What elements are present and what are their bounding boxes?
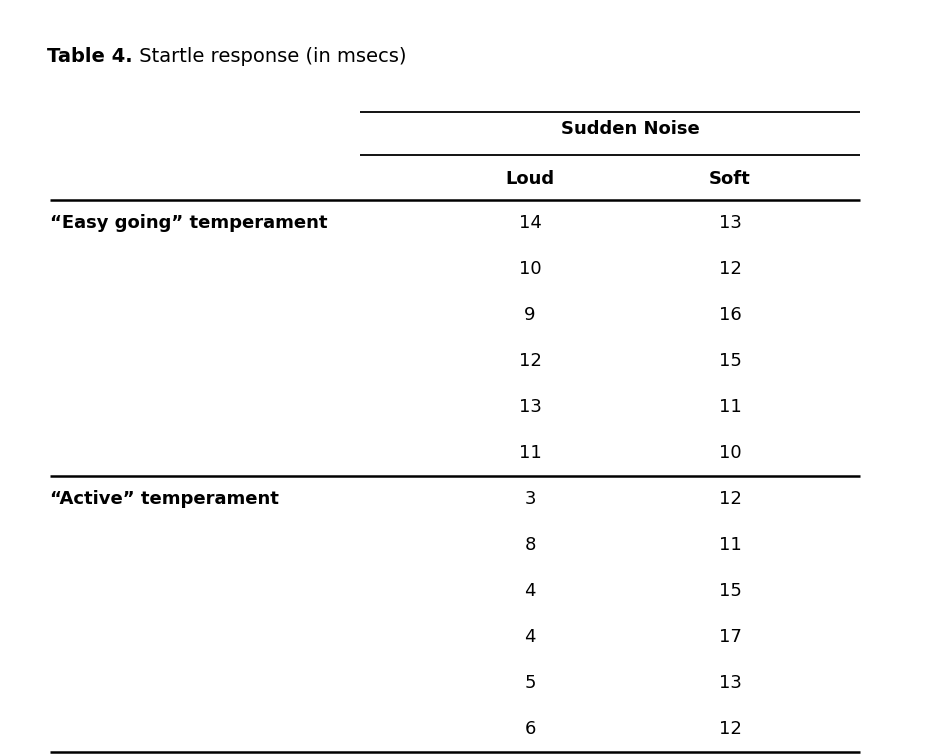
Text: 15: 15 (718, 582, 742, 600)
Text: 4: 4 (525, 628, 536, 646)
Text: 3: 3 (525, 490, 536, 508)
Text: 12: 12 (519, 352, 541, 370)
Text: 13: 13 (718, 674, 742, 692)
Text: 13: 13 (718, 214, 742, 232)
Text: 13: 13 (519, 398, 541, 416)
Text: 4: 4 (525, 582, 536, 600)
Text: 9: 9 (525, 306, 536, 324)
Text: 10: 10 (719, 444, 742, 462)
Text: Sudden Noise: Sudden Noise (560, 120, 699, 138)
Text: 8: 8 (525, 536, 536, 554)
Text: Table 4.: Table 4. (47, 47, 133, 66)
Text: 12: 12 (718, 720, 742, 738)
Text: 16: 16 (718, 306, 742, 324)
Text: 14: 14 (519, 214, 541, 232)
Text: “Active” temperament: “Active” temperament (50, 490, 279, 508)
Text: Startle response (in msecs): Startle response (in msecs) (133, 47, 407, 66)
Text: 11: 11 (718, 536, 742, 554)
Text: 10: 10 (519, 260, 541, 278)
Text: 12: 12 (718, 260, 742, 278)
Text: 12: 12 (718, 490, 742, 508)
Text: Loud: Loud (506, 170, 555, 188)
Text: 17: 17 (718, 628, 742, 646)
Text: “Easy going” temperament: “Easy going” temperament (50, 214, 327, 232)
Text: 5: 5 (525, 674, 536, 692)
Text: Soft: Soft (709, 170, 751, 188)
Text: 11: 11 (718, 398, 742, 416)
Text: 11: 11 (519, 444, 541, 462)
Text: 15: 15 (718, 352, 742, 370)
Text: 6: 6 (525, 720, 536, 738)
